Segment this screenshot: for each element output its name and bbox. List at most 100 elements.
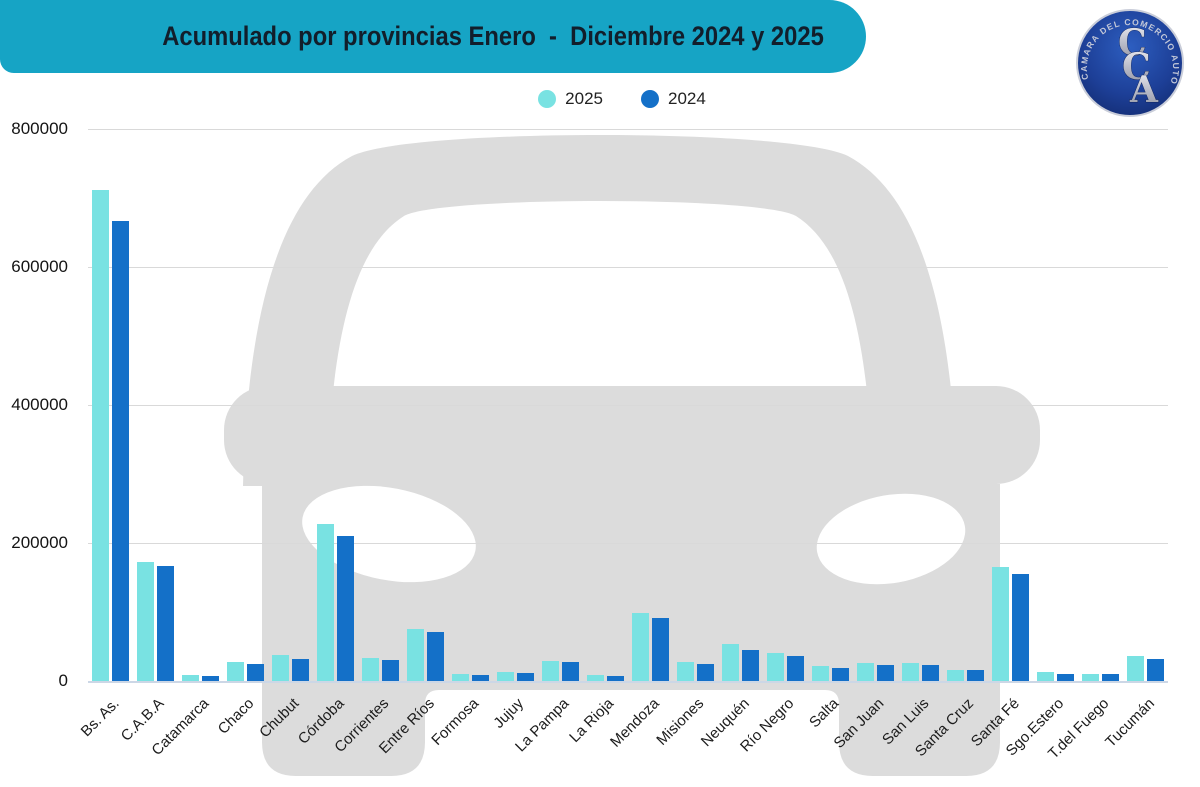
bar-2025[interactable] bbox=[272, 655, 289, 681]
bar-2024[interactable] bbox=[1102, 674, 1119, 681]
bar-2024[interactable] bbox=[742, 650, 759, 681]
gridline bbox=[88, 129, 1168, 130]
bar-2024[interactable] bbox=[607, 675, 624, 681]
bar-2024[interactable] bbox=[1057, 674, 1074, 681]
bar-2025[interactable] bbox=[317, 523, 334, 681]
cca-logo: CAMARA DEL COMERCIO AUTOMOTOR C C A bbox=[1070, 0, 1186, 119]
bar-2024[interactable] bbox=[247, 664, 264, 681]
bar-pair bbox=[767, 129, 804, 681]
bar-pair bbox=[1127, 129, 1164, 681]
bar-2025[interactable] bbox=[497, 671, 514, 681]
bar-2025[interactable] bbox=[542, 661, 559, 681]
bar-2025[interactable] bbox=[1127, 655, 1144, 681]
bar-group-formosa: Formosa bbox=[429, 129, 493, 749]
bar-pair bbox=[362, 129, 399, 681]
bar-pair bbox=[227, 129, 264, 681]
bar-group-salta: Salta bbox=[806, 129, 853, 731]
bar-2024[interactable] bbox=[877, 665, 894, 681]
bar-2024[interactable] bbox=[562, 662, 579, 681]
bar-2024[interactable] bbox=[967, 670, 984, 681]
bar-pair bbox=[632, 129, 669, 681]
bar-2025[interactable] bbox=[677, 662, 694, 681]
bar-2025[interactable] bbox=[947, 669, 964, 681]
svg-text:C: C bbox=[1122, 46, 1151, 88]
bar-group-la-pampa: La Pampa bbox=[512, 129, 583, 755]
legend-label-2025: 2025 bbox=[565, 89, 603, 108]
bar-2024[interactable] bbox=[472, 675, 489, 681]
bar-2025[interactable] bbox=[587, 674, 604, 681]
bar-2025[interactable] bbox=[857, 663, 874, 681]
gridline bbox=[88, 405, 1168, 406]
bar-group-entre-r-os: Entre Ríos bbox=[375, 129, 448, 757]
bar-group-misiones: Misiones bbox=[654, 129, 718, 749]
bar-2025[interactable] bbox=[767, 652, 784, 681]
bar-2024[interactable] bbox=[427, 632, 444, 681]
bar-group-santa-cruz: Santa Cruz bbox=[912, 129, 988, 760]
bar-2025[interactable] bbox=[407, 628, 424, 681]
y-axis-tick-label: 800000 bbox=[11, 119, 68, 138]
svg-text:C: C bbox=[1118, 22, 1147, 64]
bar-2024[interactable] bbox=[202, 675, 219, 681]
bar-pair bbox=[137, 129, 174, 681]
bar-2024[interactable] bbox=[652, 617, 669, 681]
legend-dot-2025-icon bbox=[538, 90, 557, 108]
bar-2025[interactable] bbox=[92, 190, 109, 681]
bar-2025[interactable] bbox=[812, 665, 829, 681]
bar-group-c-rdoba: Córdoba bbox=[295, 129, 358, 748]
page-title: Acumulado por provincias Enero - Diciemb… bbox=[162, 21, 824, 51]
legend-dot-2024-icon bbox=[641, 90, 659, 108]
bar-2025[interactable] bbox=[227, 661, 244, 681]
bar-2025[interactable] bbox=[992, 567, 1009, 681]
y-axis-tick-label: 0 bbox=[58, 671, 68, 690]
bar-group-chubut: Chubut bbox=[256, 129, 313, 741]
svg-text:A: A bbox=[1129, 69, 1159, 111]
logo-circle bbox=[1076, 9, 1184, 117]
bar-2025[interactable] bbox=[1082, 674, 1099, 681]
bar-pair bbox=[677, 129, 714, 681]
bar-pair bbox=[542, 129, 579, 681]
bar-group-san-juan: San Juan bbox=[831, 129, 898, 752]
gridline bbox=[88, 543, 1168, 544]
bar-pair bbox=[902, 129, 939, 681]
bar-2024[interactable] bbox=[112, 220, 129, 681]
bar-group-tucum-n: Tucumán bbox=[1102, 129, 1168, 751]
bar-2025[interactable] bbox=[1037, 672, 1054, 681]
bar-2024[interactable] bbox=[1147, 658, 1164, 681]
bar-group-jujuy: Jujuy bbox=[491, 129, 538, 732]
bar-2025[interactable] bbox=[137, 561, 154, 681]
bar-group-r-o-negro: Río Negro bbox=[737, 129, 808, 755]
bar-group-corrientes: Corrientes bbox=[332, 129, 403, 756]
legend-item-2025[interactable]: 2025 bbox=[538, 89, 603, 109]
bar-2025[interactable] bbox=[362, 658, 379, 681]
plot-area: Bs. As. C.A.B.A Catamarca Chaco Chubut Córdob… bbox=[77, 129, 1168, 762]
bar-group-bs-as-: Bs. As. bbox=[77, 129, 133, 740]
bar-2024[interactable] bbox=[697, 664, 714, 681]
bar-2024[interactable] bbox=[787, 655, 804, 681]
legend-item-2024[interactable]: 2024 bbox=[641, 89, 706, 109]
bar-2024[interactable] bbox=[292, 658, 309, 681]
bar-pair bbox=[722, 129, 759, 681]
bar-2024[interactable] bbox=[382, 660, 399, 681]
bar-2024[interactable] bbox=[832, 667, 849, 681]
bar-2025[interactable] bbox=[902, 663, 919, 681]
bar-2024[interactable] bbox=[1012, 574, 1029, 681]
bar-group-t-del-fuego: T.del Fuego bbox=[1045, 129, 1123, 762]
bar-2025[interactable] bbox=[722, 644, 739, 681]
chart-legend: 2025 2024 bbox=[22, 87, 1200, 111]
bar-2024[interactable] bbox=[922, 664, 939, 681]
bar-group-sgo-estero: Sgo.Estero bbox=[1003, 129, 1078, 760]
bar-pair bbox=[587, 129, 624, 681]
bar-2024[interactable] bbox=[157, 565, 174, 681]
y-axis-tick-label: 400000 bbox=[11, 395, 68, 414]
bar-2025[interactable] bbox=[182, 674, 199, 681]
bar-2025[interactable] bbox=[632, 612, 649, 681]
bar-2024[interactable] bbox=[517, 673, 534, 681]
bar-2024[interactable] bbox=[337, 536, 354, 681]
bar-group-mendoza: Mendoza bbox=[607, 129, 673, 751]
bar-pair bbox=[992, 129, 1029, 681]
bar-group-la-rioja: La Rioja bbox=[567, 129, 628, 746]
bar-pair bbox=[182, 129, 219, 681]
bar-pair bbox=[812, 129, 849, 681]
bar-2025[interactable] bbox=[452, 673, 469, 681]
